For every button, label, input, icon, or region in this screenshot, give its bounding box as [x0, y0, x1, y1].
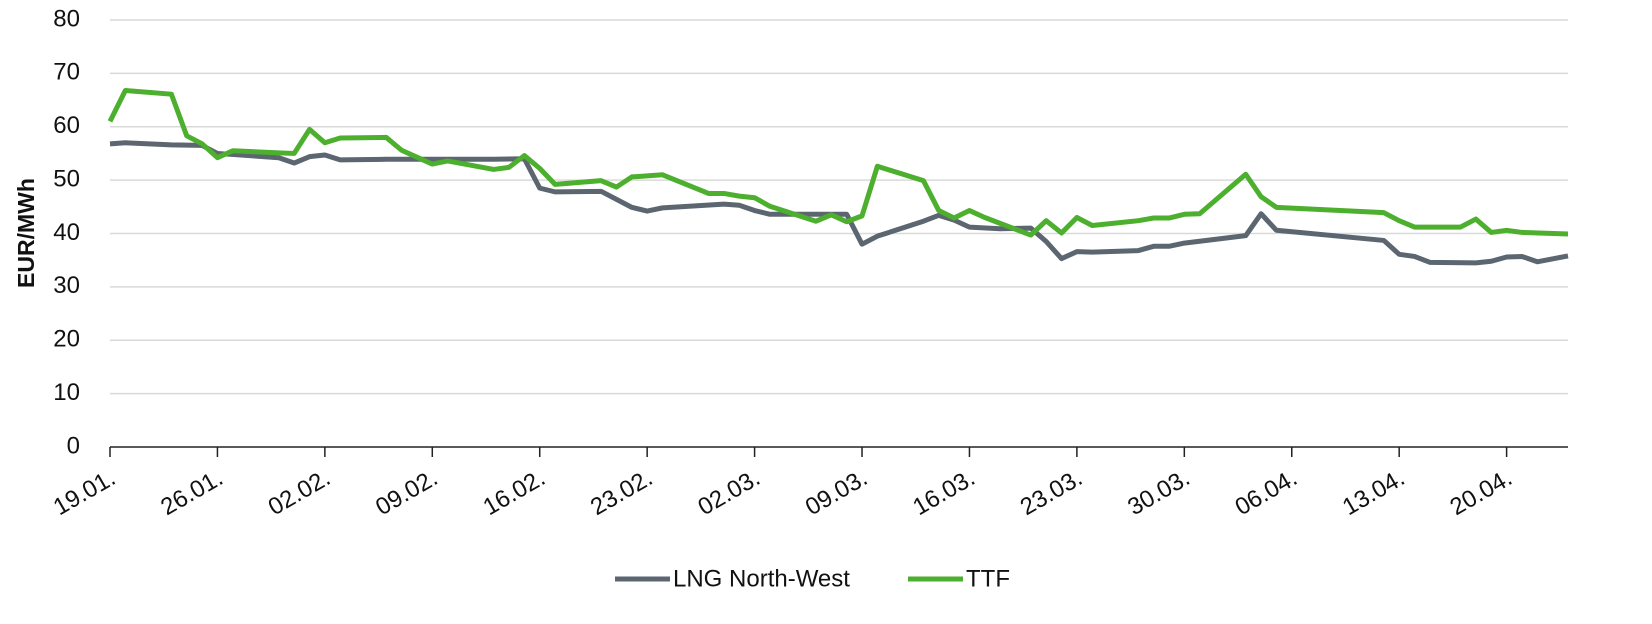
x-tick-label: 02.03.	[693, 464, 764, 521]
y-tick-label: 10	[53, 379, 80, 406]
line-series	[107, 87, 1569, 238]
x-tick-label: 23.03.	[1016, 464, 1087, 521]
y-tick-label: 50	[53, 165, 80, 192]
x-tick-label: 16.02.	[479, 464, 550, 521]
x-tick-label: 19.01.	[49, 464, 120, 521]
legend-label: LNG North-West	[673, 565, 850, 592]
y-tick-label: 60	[53, 112, 80, 139]
x-tick-label: 09.02.	[371, 464, 442, 521]
y-axis-label: EUR/MWh	[13, 178, 39, 288]
legend-label: TTF	[966, 565, 1010, 592]
y-tick-label: 80	[53, 5, 80, 32]
y-tick-label: 40	[53, 219, 80, 246]
x-tick-label: 23.02.	[586, 464, 657, 521]
x-tick-label: 13.04.	[1338, 464, 1409, 521]
x-tick-label: 26.01.	[156, 464, 227, 521]
x-tick-label: 06.04.	[1231, 464, 1302, 521]
y-tick-label: 20	[53, 326, 80, 353]
x-tick-label: 09.03.	[801, 464, 872, 521]
x-tick-label: 30.03.	[1123, 464, 1194, 521]
x-tick-label: 02.02.	[264, 464, 335, 521]
y-tick-label: 0	[67, 432, 80, 459]
y-tick-label: 70	[53, 59, 80, 86]
x-tick-label: 16.03.	[908, 464, 979, 521]
x-tick-label: 20.04.	[1445, 464, 1516, 521]
y-tick-label: 30	[53, 272, 80, 299]
line-series	[109, 140, 1569, 266]
